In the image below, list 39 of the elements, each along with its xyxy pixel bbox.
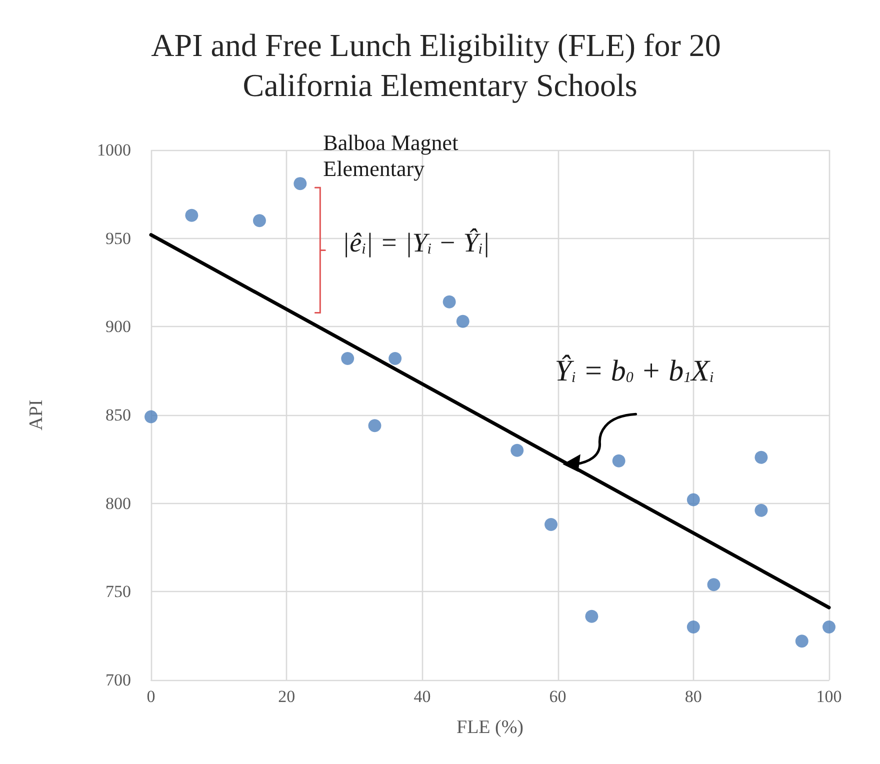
y-tick-label: 850 — [106, 406, 131, 424]
point — [185, 208, 198, 222]
chart-title: API and Free Lunch Eligibility (FLE) for 20 California Elementary Schools — [151, 27, 729, 103]
point — [754, 504, 768, 517]
y-tick-label: 800 — [106, 494, 131, 513]
y-tick-label: 750 — [106, 582, 131, 602]
point — [252, 214, 266, 228]
point — [612, 454, 626, 468]
point — [456, 314, 470, 328]
point — [388, 352, 402, 365]
x-tick-label: 0 — [146, 687, 156, 706]
x-tick-label: 40 — [414, 687, 431, 706]
x-tick-label: 60 — [549, 687, 566, 706]
point — [754, 450, 768, 464]
y-tick-label: 900 — [106, 317, 131, 336]
y-tick-label: 950 — [106, 228, 131, 248]
y-tick-label: 700 — [106, 670, 131, 690]
point — [707, 578, 720, 592]
y-axis-title: API — [26, 400, 47, 430]
annotation: Ŷi = b0 + b1Xi — [554, 354, 714, 388]
x-axis-title: FLE (%) — [456, 717, 524, 738]
annotation: Balboa Magnet Elementary — [323, 130, 464, 182]
point — [294, 177, 307, 190]
point — [686, 620, 700, 634]
x-tick-label: 100 — [816, 687, 842, 706]
point — [544, 518, 558, 532]
x-tick-label: 80 — [684, 687, 702, 706]
point — [368, 419, 382, 432]
point — [510, 444, 524, 457]
point — [795, 634, 808, 648]
annotation: |êi| = |Yi − Ŷi| — [342, 228, 490, 258]
point — [585, 610, 598, 623]
point — [144, 410, 158, 424]
point — [442, 295, 456, 308]
y-tick-label: 1000 — [97, 140, 131, 160]
point — [822, 620, 836, 634]
point — [686, 493, 700, 506]
point — [341, 352, 354, 365]
x-tick-label: 20 — [278, 687, 296, 706]
